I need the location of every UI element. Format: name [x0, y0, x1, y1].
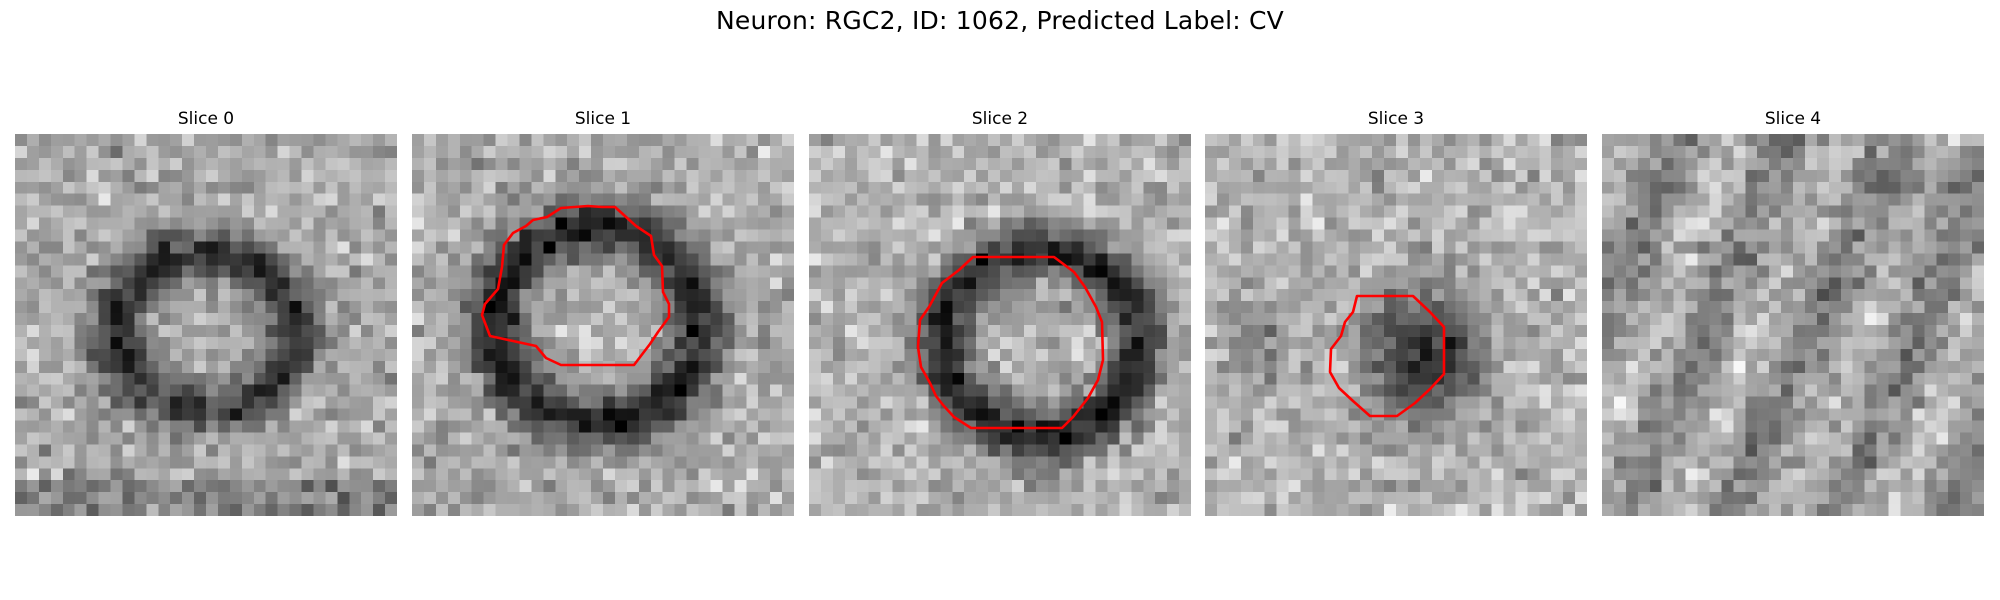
slice-4-title: Slice 4 — [1764, 109, 1822, 129]
figure-title: Neuron: RGC2, ID: 1062, Predicted Label:… — [716, 6, 1284, 35]
slice-0-panel — [15, 134, 397, 516]
slice-1-panel — [412, 134, 794, 516]
slice-3-panel — [1205, 134, 1587, 516]
slice-2-contour-overlay — [916, 255, 1105, 430]
slice-1-image — [412, 134, 794, 516]
slice-3-contour — [1328, 294, 1446, 418]
slice-1-contour-overlay — [480, 204, 671, 367]
slice-2-image — [809, 134, 1191, 516]
slice-3-image — [1205, 134, 1587, 516]
slice-3-contour-overlay — [1328, 294, 1446, 418]
slice-1-title: Slice 1 — [574, 109, 632, 129]
slice-1-contour — [480, 204, 671, 367]
slice-0-image — [15, 134, 397, 516]
slice-2-contour — [916, 255, 1105, 430]
slice-2-title: Slice 2 — [971, 109, 1029, 129]
slice-2-panel — [809, 134, 1191, 516]
slice-3-title: Slice 3 — [1367, 109, 1425, 129]
slice-0-title: Slice 0 — [177, 109, 235, 129]
slice-4-panel — [1602, 134, 1984, 516]
slice-4-image — [1602, 134, 1984, 516]
